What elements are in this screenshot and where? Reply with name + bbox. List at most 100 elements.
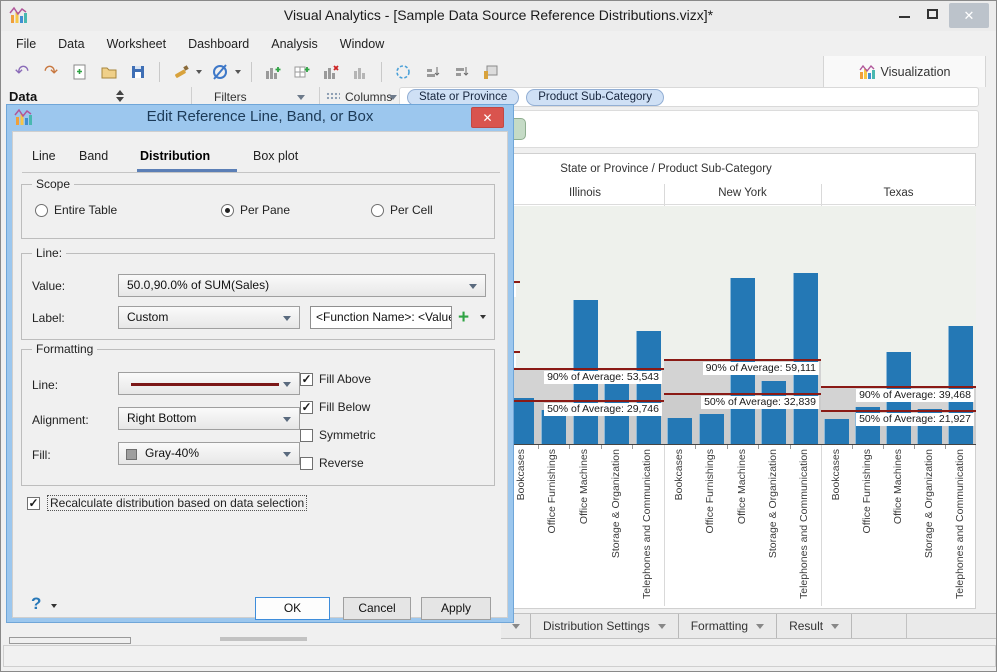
cancel-button[interactable]: Cancel <box>343 597 411 620</box>
checkbox-indicator[interactable] <box>300 428 313 442</box>
fit-window-button[interactable] <box>479 61 501 83</box>
bar-chart-button[interactable] <box>349 61 371 83</box>
add-label-field-button[interactable]: + <box>458 307 470 328</box>
pill-product-sub-category[interactable]: Product Sub-Category <box>526 88 665 106</box>
radio-label: Per Pane <box>240 203 291 217</box>
alignment-label: Alignment: <box>32 413 89 427</box>
add-chart-icon <box>266 67 281 79</box>
checkbox-symmetric[interactable]: Symmetric <box>300 428 376 442</box>
tab-band[interactable]: Band <box>79 149 109 163</box>
line-style-combobox[interactable] <box>118 372 300 395</box>
bottom-tab-result[interactable]: Result <box>777 614 853 638</box>
clipped-scrollbar-fragment[interactable] <box>220 637 307 641</box>
dialog-close-button[interactable]: ✕ <box>471 107 504 128</box>
save-button[interactable] <box>127 61 149 83</box>
add-label-field-dropdown-icon[interactable] <box>480 315 486 319</box>
add-crosstab-icon <box>294 66 310 78</box>
cycle-fields-icon <box>396 65 410 79</box>
radio-label: Entire Table <box>54 203 118 217</box>
sort-ascending-button[interactable] <box>421 61 443 83</box>
menu-item-worksheet[interactable]: Worksheet <box>106 37 167 51</box>
bottom-tab-strip: Distribution Settings Formatting Result <box>501 613 996 639</box>
tab-dropdown-icon[interactable] <box>756 623 765 629</box>
menu-item-window[interactable]: Window <box>339 37 385 51</box>
cycle-fields-button[interactable] <box>392 61 414 83</box>
help-button[interactable]: ? <box>31 594 42 613</box>
close-window-button[interactable]: ✕ <box>949 3 989 28</box>
scope-radio-per-pane[interactable]: Per Pane <box>221 203 290 217</box>
checkbox-fill-above[interactable]: ✓ Fill Above <box>300 372 371 386</box>
label-mode-combobox[interactable]: Custom <box>118 306 300 329</box>
label-format-input[interactable]: <Function Name>: <Value> <box>310 306 452 329</box>
fill-color-swatch <box>126 449 137 460</box>
sort-descending-button[interactable] <box>450 61 472 83</box>
minimize-button[interactable] <box>899 16 910 18</box>
menu-item-analysis[interactable]: Analysis <box>271 37 318 51</box>
new-workbook-button[interactable] <box>69 61 91 83</box>
redo-button[interactable]: ↷ <box>40 61 62 83</box>
menu-item-file[interactable]: File <box>16 37 37 51</box>
radio-label: Per Cell <box>390 203 433 217</box>
title-bar: Visual Analytics - [Sample Data Source R… <box>1 1 996 31</box>
line-style-label: Line: <box>32 378 59 392</box>
sort-descending-icon <box>456 67 469 76</box>
alignment-combobox[interactable]: Right Bottom <box>118 407 300 430</box>
recalculate-checkbox[interactable]: ✓ <box>27 495 40 510</box>
line-group-legend: Line: <box>32 246 67 260</box>
checkbox-indicator[interactable]: ✓ <box>300 371 313 386</box>
format-painter-dropdown[interactable] <box>196 70 202 74</box>
bottom-tab-label: Result <box>789 619 824 633</box>
radio-indicator <box>371 203 384 217</box>
columns-dropdown-icon[interactable] <box>389 95 397 100</box>
fill-combobox[interactable]: Gray-40% <box>118 442 300 465</box>
tab-box-plot[interactable]: Box plot <box>253 149 299 163</box>
recalculate-option[interactable]: ✓ Recalculate distribution based on data… <box>27 495 308 511</box>
filters-shelf-label[interactable]: Filters <box>214 90 247 104</box>
checkbox-indicator[interactable]: ✓ <box>300 399 313 414</box>
app-logo-icon <box>9 6 27 29</box>
value-combobox[interactable]: 50.0,90.0% of SUM(Sales) <box>118 274 486 297</box>
scope-radio-per-cell[interactable]: Per Cell <box>371 203 433 217</box>
formatting-group-legend: Formatting <box>32 342 98 356</box>
divider <box>191 87 192 106</box>
bottom-tab-partial[interactable] <box>501 614 531 638</box>
refresh-dropdown[interactable] <box>235 70 241 74</box>
scope-radio-entire-table[interactable]: Entire Table <box>35 203 117 217</box>
tab-distribution[interactable]: Distribution <box>140 149 211 163</box>
open-button[interactable] <box>98 61 120 83</box>
radio-indicator <box>35 203 48 217</box>
line-style-preview <box>131 383 279 386</box>
bottom-tab-formatting[interactable]: Formatting <box>679 614 778 638</box>
bottom-tab-label: Formatting <box>690 619 749 633</box>
fill-label: Fill: <box>32 448 51 462</box>
remove-chart-button[interactable] <box>320 61 342 83</box>
tab-line[interactable]: Line <box>32 149 56 163</box>
ok-button[interactable]: OK <box>255 597 330 620</box>
checkbox-fill-below[interactable]: ✓ Fill Below <box>300 400 370 414</box>
tab-dropdown-icon[interactable] <box>831 623 840 629</box>
add-crosstab-button[interactable] <box>291 61 313 83</box>
remove-chart-icon <box>324 65 339 79</box>
menu-item-data[interactable]: Data <box>58 37 85 51</box>
edit-reference-line-dialog: Edit Reference Line, Band, or Box ✕ Line… <box>6 104 514 623</box>
format-painter-button[interactable] <box>170 61 192 83</box>
visualization-tab[interactable]: Visualization <box>823 56 986 87</box>
bottom-tab-distribution-settings[interactable]: Distribution Settings <box>531 614 679 638</box>
tab-dropdown-icon[interactable] <box>657 623 666 629</box>
apply-button[interactable]: Apply <box>421 597 491 620</box>
checkbox-reverse[interactable]: Reverse <box>300 456 364 470</box>
columns-shelf[interactable]: State or Province Product Sub-Category <box>399 87 979 107</box>
menu-item-dashboard[interactable]: Dashboard <box>188 37 250 51</box>
sort-updown-icon[interactable] <box>116 90 124 102</box>
help-dropdown-icon[interactable] <box>51 604 57 608</box>
columns-shelf-label[interactable]: Columns <box>345 90 393 104</box>
checkbox-indicator[interactable] <box>300 456 313 470</box>
filters-dropdown-icon[interactable] <box>297 95 305 100</box>
pill-state-or-province[interactable]: State or Province <box>407 88 520 106</box>
maximize-button[interactable] <box>927 9 938 19</box>
undo-button[interactable]: ↶ <box>11 61 33 83</box>
scope-group-legend: Scope <box>32 177 75 191</box>
tab-dropdown-icon[interactable] <box>511 623 520 629</box>
refresh-button[interactable] <box>209 61 231 83</box>
add-chart-button[interactable] <box>262 61 284 83</box>
